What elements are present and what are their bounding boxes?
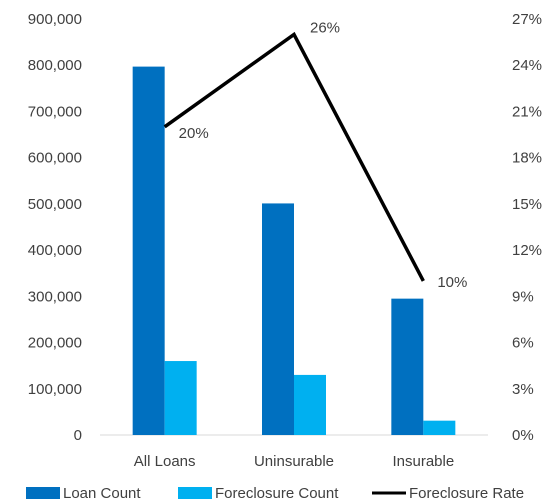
left-tick-label: 100,000 bbox=[28, 381, 82, 398]
right-tick-label: 12% bbox=[512, 242, 542, 259]
legend-swatch bbox=[178, 487, 212, 499]
bar-foreclosure-count bbox=[294, 374, 326, 435]
right-tick-label: 6% bbox=[512, 335, 534, 352]
right-tick-label: 0% bbox=[512, 427, 534, 444]
foreclosure-rate-polyline bbox=[163, 31, 425, 282]
left-tick-label: 300,000 bbox=[28, 288, 82, 305]
bar-loan-count bbox=[391, 298, 424, 435]
left-tick-label: 0 bbox=[74, 427, 82, 444]
rate-data-label: 26% bbox=[310, 19, 340, 36]
category-label: All Loans bbox=[134, 453, 196, 470]
right-tick-label: 27% bbox=[512, 11, 542, 28]
legend-label: Foreclosure Count bbox=[215, 485, 339, 501]
category-labels: All Loans Uninsurable Insurable bbox=[134, 453, 454, 470]
bar-loan-count bbox=[132, 66, 165, 435]
right-tick-label: 18% bbox=[512, 150, 542, 167]
category-label: Uninsurable bbox=[254, 453, 334, 470]
right-tick-label: 3% bbox=[512, 381, 534, 398]
left-tick-label: 500,000 bbox=[28, 196, 82, 213]
bar-loan-count bbox=[262, 203, 294, 435]
foreclosure-rate-line bbox=[163, 31, 425, 282]
left-tick-label: 700,000 bbox=[28, 103, 82, 120]
right-tick-label: 9% bbox=[512, 288, 534, 305]
rate-data-label: 10% bbox=[437, 274, 467, 291]
bar-foreclosure-count bbox=[164, 361, 197, 435]
bar-foreclosure-count bbox=[423, 420, 456, 435]
left-tick-label: 600,000 bbox=[28, 150, 82, 167]
legend-swatch bbox=[26, 487, 60, 499]
left-tick-label: 200,000 bbox=[28, 335, 82, 352]
legend-label: Foreclosure Rate bbox=[409, 485, 524, 501]
bars bbox=[132, 66, 456, 435]
right-tick-label: 21% bbox=[512, 103, 542, 120]
category-label: Insurable bbox=[392, 453, 454, 470]
right-tick-label: 24% bbox=[512, 57, 542, 74]
left-tick-label: 800,000 bbox=[28, 57, 82, 74]
rate-data-label: 20% bbox=[179, 125, 209, 142]
left-axis-ticks: 0 100,000 200,000 300,000 400,000 500,000 600,… bbox=[28, 11, 82, 444]
right-axis-ticks: 0% 3% 6% 9% 12% 15% 18% 21% 24% 27% bbox=[512, 11, 542, 444]
legend: Loan Count Foreclosure Count Foreclosure R… bbox=[26, 485, 524, 501]
legend-label: Loan Count bbox=[63, 485, 141, 501]
left-tick-label: 400,000 bbox=[28, 242, 82, 259]
left-tick-label: 900,000 bbox=[28, 11, 82, 28]
data-labels: 20% 26% 10% bbox=[179, 19, 468, 291]
right-tick-label: 15% bbox=[512, 196, 542, 213]
